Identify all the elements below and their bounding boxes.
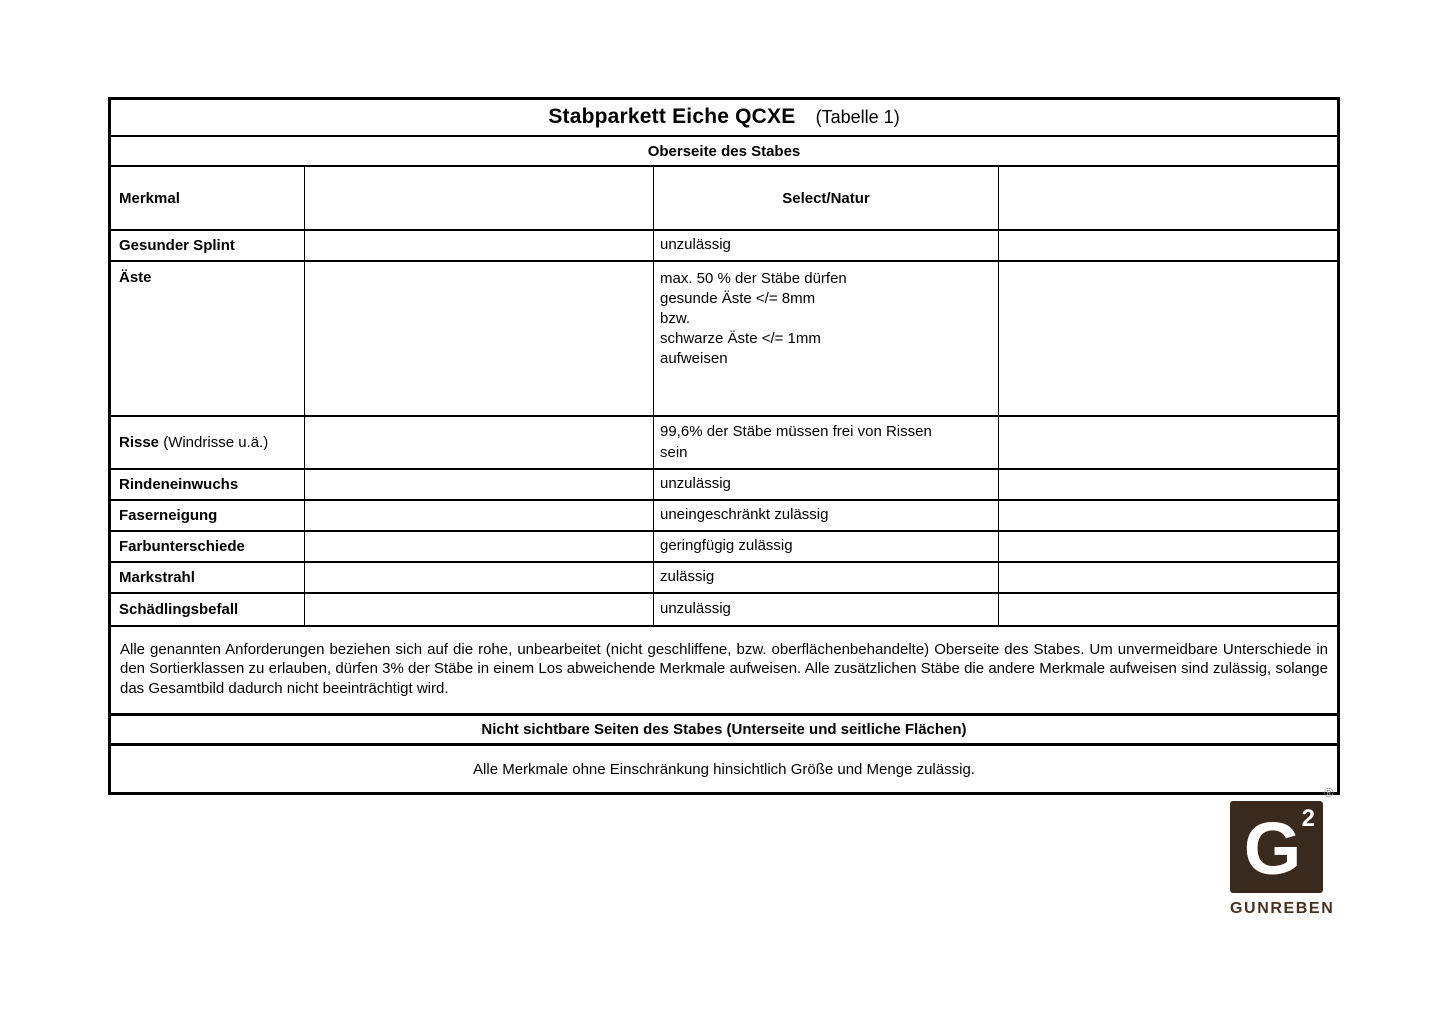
empty-cell (304, 229, 654, 262)
empty-cell (304, 561, 654, 594)
select-natur-value: max. 50 % der Stäbe dürfen gesunde Äste … (653, 260, 999, 417)
empty-cell (998, 499, 1339, 532)
table-row: Gesunder Splint unzulässig (109, 229, 1339, 262)
empty-cell (304, 415, 654, 470)
table-row: Rindeneinwuchs unzulässig (109, 468, 1339, 501)
logo-letter-g: G (1243, 807, 1302, 890)
registered-trademark-icon: ® (1324, 785, 1334, 800)
empty-cell (304, 260, 654, 417)
page-title-suffix: (Tabelle 1) (815, 107, 900, 127)
table-row: Faserneigung uneingeschränkt zulässig (109, 499, 1339, 532)
merkmal-label: Schädlingsbefall (119, 601, 239, 618)
empty-cell (304, 468, 654, 501)
empty-cell (304, 530, 654, 563)
column-header-empty-2 (998, 165, 1339, 231)
table-row: Markstrahl zulässig (109, 561, 1339, 594)
title-cell: Stabparkett Eiche QCXE (Tabelle 1) (109, 97, 1339, 137)
column-header-row: Merkmal Select/Natur (109, 165, 1339, 231)
select-natur-value: unzulässig (653, 468, 999, 501)
empty-cell (304, 592, 654, 627)
page-title: Stabparkett Eiche QCXE (548, 105, 796, 128)
spec-table: Stabparkett Eiche QCXE (Tabelle 1) Obers… (108, 97, 1340, 795)
title-row: Stabparkett Eiche QCXE (Tabelle 1) (109, 97, 1339, 137)
bottom-section-row: Nicht sichtbare Seiten des Stabes (Unter… (109, 713, 1339, 746)
merkmal-cell: Risse (Windrisse u.ä.) (109, 415, 305, 470)
column-header-select-natur: Select/Natur (653, 165, 999, 231)
table-row: Farbunterschiede geringfügig zulässig (109, 530, 1339, 563)
table-row: Schädlingsbefall unzulässig (109, 592, 1339, 627)
merkmal-label: Markstrahl (119, 569, 195, 586)
empty-cell (998, 260, 1339, 417)
merkmal-cell: Schädlingsbefall (109, 592, 305, 627)
table-row: Äste max. 50 % der Stäbe dürfen gesunde … (109, 260, 1339, 417)
select-natur-value: 99,6% der Stäbe müssen frei von Rissen s… (653, 415, 999, 470)
column-header-merkmal: Merkmal (109, 165, 305, 231)
table-row: Risse (Windrisse u.ä.) 99,6% der Stäbe m… (109, 415, 1339, 470)
logo-square: G 2 (1230, 801, 1323, 893)
logo-exponent: 2 (1301, 805, 1315, 832)
merkmal-cell: Faserneigung (109, 499, 305, 532)
bottom-section-header: Nicht sichtbare Seiten des Stabes (Unter… (109, 713, 1339, 746)
merkmal-label: Faserneigung (119, 507, 218, 524)
top-section-header: Oberseite des Stabes (109, 135, 1339, 167)
logo-wordmark: GUNREBEN (1230, 900, 1335, 917)
select-natur-value: geringfügig zulässig (653, 530, 999, 563)
merkmal-label: Rindeneinwuchs (119, 476, 239, 493)
select-natur-value: zulässig (653, 561, 999, 594)
column-header-empty-1 (304, 165, 654, 231)
merkmal-label: Äste (119, 269, 152, 286)
merkmal-label: Risse (119, 434, 160, 451)
empty-cell (304, 499, 654, 532)
bottom-note: Alle Merkmale ohne Einschränkung hinsich… (109, 743, 1339, 795)
gunreben-logo: ® G 2 GUNREBEN (1230, 786, 1335, 918)
merkmal-label: Gesunder Splint (119, 237, 235, 254)
notes-row: Alle genannten Anforderungen beziehen si… (109, 625, 1339, 716)
merkmal-cell: Markstrahl (109, 561, 305, 594)
merkmal-cell: Äste (109, 260, 305, 417)
top-section-row: Oberseite des Stabes (109, 135, 1339, 167)
empty-cell (998, 415, 1339, 470)
select-natur-value: uneingeschränkt zulässig (653, 499, 999, 532)
empty-cell (998, 592, 1339, 627)
bottom-note-row: Alle Merkmale ohne Einschränkung hinsich… (109, 743, 1339, 795)
empty-cell (998, 530, 1339, 563)
empty-cell (998, 229, 1339, 262)
empty-cell (998, 561, 1339, 594)
merkmal-label: Farbunterschiede (119, 538, 245, 555)
merkmal-cell: Farbunterschiede (109, 530, 305, 563)
select-natur-value: unzulässig (653, 229, 999, 262)
merkmal-cell: Gesunder Splint (109, 229, 305, 262)
notes-paragraph: Alle genannten Anforderungen beziehen si… (109, 625, 1339, 716)
empty-cell (998, 468, 1339, 501)
merkmal-label-suffix: (Windrisse u.ä.) (159, 434, 269, 451)
merkmal-cell: Rindeneinwuchs (109, 468, 305, 501)
select-natur-value: unzulässig (653, 592, 999, 627)
